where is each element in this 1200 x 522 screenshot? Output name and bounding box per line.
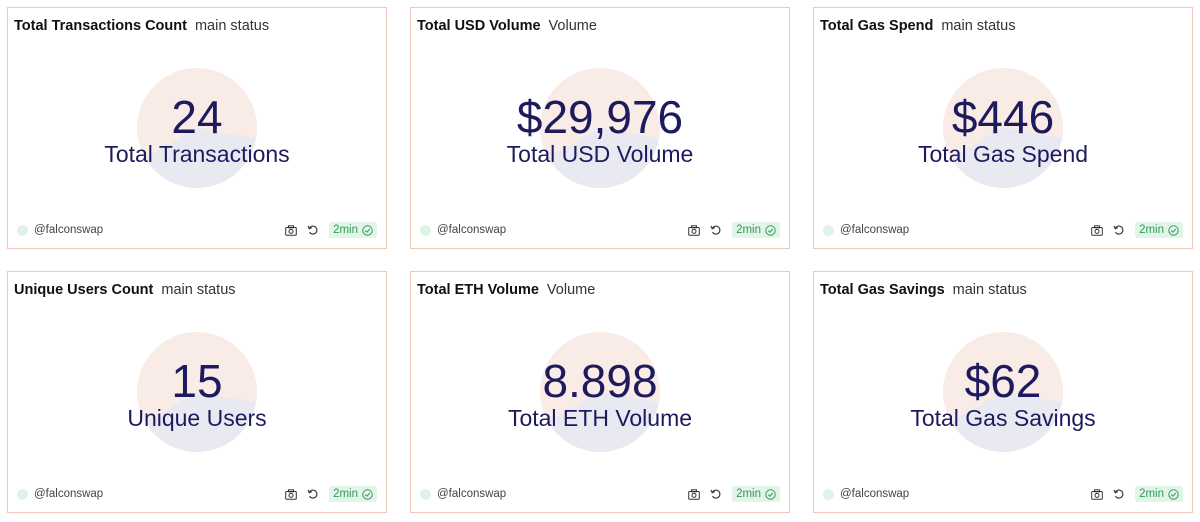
refresh-interval: 2min	[333, 488, 358, 500]
widget-card-total-eth-volume: Total ETH Volume Volume 8.898 Total ETH V…	[410, 271, 790, 513]
author[interactable]: @falconswap	[823, 488, 909, 500]
card-title-name[interactable]: Total Gas Spend	[820, 18, 934, 34]
author-handle[interactable]: @falconswap	[437, 224, 507, 236]
author-handle[interactable]: @falconswap	[840, 224, 910, 236]
card-actions: 2min	[1083, 486, 1183, 502]
card-title-name[interactable]: Total ETH Volume	[417, 282, 539, 298]
author[interactable]: @falconswap	[420, 488, 506, 500]
refresh-status-badge[interactable]: 2min	[1135, 222, 1183, 238]
author[interactable]: @falconswap	[823, 224, 909, 236]
widget-card-total-gas-spend: Total Gas Spend main status $446 Total Ga…	[813, 7, 1193, 249]
counter-background-disc	[943, 332, 1063, 452]
author-handle[interactable]: @falconswap	[34, 488, 104, 500]
card-title-name[interactable]: Total Transactions Count	[14, 18, 187, 34]
widget-card-total-gas-savings: Total Gas Savings main status $62 Total G…	[813, 271, 1193, 513]
widget-card-total-usd-volume: Total USD Volume Volume $29,976 Total USD…	[410, 7, 790, 249]
avatar	[823, 224, 834, 236]
card-title-subtitle: main status	[952, 282, 1027, 298]
refresh-icon[interactable]	[305, 486, 321, 502]
card-actions: 2min	[277, 486, 377, 502]
author-handle[interactable]: @falconswap	[437, 488, 507, 500]
camera-icon[interactable]	[686, 486, 702, 502]
avatar	[420, 224, 431, 236]
card-title: Total Gas Savings main status	[820, 282, 1027, 298]
check-circle-icon	[1168, 224, 1179, 236]
refresh-icon[interactable]	[1111, 486, 1127, 502]
avatar	[823, 488, 834, 500]
check-circle-icon	[765, 488, 776, 500]
counter-label: Total Gas Savings	[910, 405, 1096, 431]
author-handle[interactable]: @falconswap	[840, 488, 910, 500]
camera-icon[interactable]	[283, 486, 299, 502]
counter-label: Total Transactions	[104, 141, 290, 167]
card-title: Total Transactions Count main status	[14, 18, 269, 34]
refresh-status-badge[interactable]: 2min	[1135, 486, 1183, 502]
camera-icon[interactable]	[1089, 486, 1105, 502]
author[interactable]: @falconswap	[17, 224, 103, 236]
card-title-subtitle: main status	[161, 282, 236, 298]
refresh-interval: 2min	[736, 488, 761, 500]
camera-icon[interactable]	[283, 222, 299, 238]
counter-label: Total USD Volume	[506, 141, 694, 167]
refresh-interval: 2min	[736, 224, 761, 236]
refresh-icon[interactable]	[708, 486, 724, 502]
refresh-status-badge[interactable]: 2min	[732, 222, 780, 238]
avatar	[17, 488, 28, 500]
refresh-status-badge[interactable]: 2min	[329, 486, 377, 502]
refresh-icon[interactable]	[305, 222, 321, 238]
refresh-icon[interactable]	[1111, 222, 1127, 238]
card-actions: 2min	[680, 222, 780, 238]
card-title-name[interactable]: Total USD Volume	[417, 18, 541, 34]
counter-background-disc	[540, 332, 660, 452]
counter-value: $29,976	[516, 91, 684, 143]
refresh-interval: 2min	[333, 224, 358, 236]
card-title: Total USD Volume Volume	[417, 18, 597, 34]
widget-card-total-transactions: Total Transactions Count main status 24 T…	[7, 7, 387, 249]
card-title-subtitle: main status	[941, 18, 1016, 34]
counter-value: 24	[171, 91, 223, 143]
counter-value: 15	[171, 355, 223, 407]
counter-background-disc	[137, 68, 257, 188]
counter-background-disc	[943, 68, 1063, 188]
refresh-icon[interactable]	[708, 222, 724, 238]
card-actions: 2min	[277, 222, 377, 238]
card-title: Total Gas Spend main status	[820, 18, 1016, 34]
check-circle-icon	[362, 488, 373, 500]
check-circle-icon	[765, 224, 776, 236]
check-circle-icon	[362, 224, 373, 236]
counter-background-disc	[540, 68, 660, 188]
card-title-name[interactable]: Unique Users Count	[14, 282, 154, 298]
counter-value: 8.898	[542, 355, 658, 407]
counter-value: $446	[951, 91, 1055, 143]
camera-icon[interactable]	[686, 222, 702, 238]
card-title: Total ETH Volume Volume	[417, 282, 595, 298]
refresh-interval: 2min	[1139, 488, 1164, 500]
refresh-status-badge[interactable]: 2min	[732, 486, 780, 502]
check-circle-icon	[1168, 488, 1179, 500]
card-title-subtitle: Volume	[546, 282, 596, 298]
counter-label: Unique Users	[127, 405, 267, 431]
card-actions: 2min	[1083, 222, 1183, 238]
avatar	[17, 224, 28, 236]
card-title-name[interactable]: Total Gas Savings	[820, 282, 945, 298]
avatar	[420, 488, 431, 500]
widget-card-unique-users: Unique Users Count main status 15 Unique …	[7, 271, 387, 513]
card-title-subtitle: main status	[194, 18, 270, 34]
author-handle[interactable]: @falconswap	[34, 224, 104, 236]
counter-background-disc	[137, 332, 257, 452]
author[interactable]: @falconswap	[17, 488, 103, 500]
card-title-subtitle: Volume	[548, 18, 597, 34]
counter-value: $62	[964, 355, 1042, 407]
card-actions: 2min	[680, 486, 780, 502]
author[interactable]: @falconswap	[420, 224, 506, 236]
card-title: Unique Users Count main status	[14, 282, 236, 298]
counter-label: Total Gas Spend	[917, 141, 1089, 167]
refresh-status-badge[interactable]: 2min	[329, 222, 377, 238]
counter-label: Total ETH Volume	[507, 405, 693, 431]
camera-icon[interactable]	[1089, 222, 1105, 238]
refresh-interval: 2min	[1139, 224, 1164, 236]
